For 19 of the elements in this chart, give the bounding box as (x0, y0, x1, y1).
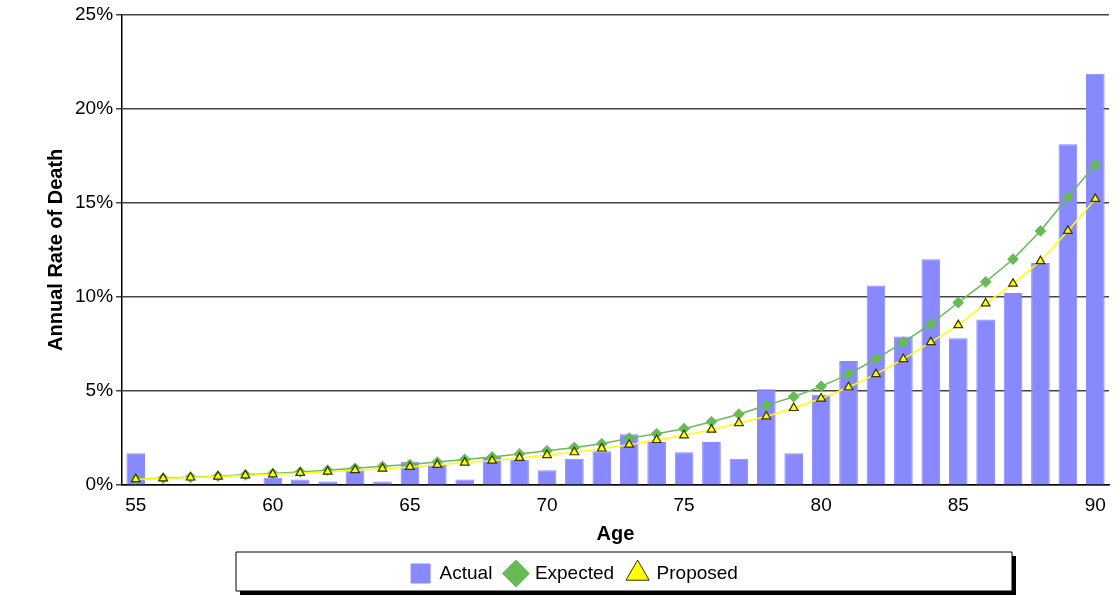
legend-label: Proposed (656, 561, 738, 583)
x-tick-label: 85 (947, 493, 969, 515)
x-tick-label: 65 (399, 493, 421, 515)
x-tick-label: 55 (125, 493, 147, 515)
y-tick-label: 15% (75, 190, 114, 212)
x-tick-label: 90 (1084, 493, 1106, 515)
x-tick-label: 75 (673, 493, 695, 515)
x-tick-label: 60 (262, 493, 284, 515)
y-tick-label: 10% (75, 285, 114, 307)
x-tick-label: 80 (810, 493, 832, 515)
y-tick-label: 0% (85, 473, 114, 495)
legend-label: Actual (439, 561, 493, 583)
y-tick-label: 5% (85, 379, 114, 401)
x-tick-label: 70 (536, 493, 558, 515)
y-axis-title: Annual Rate of Death (43, 148, 66, 351)
y-tick-label: 25% (75, 2, 114, 24)
x-axis-title: Age (596, 521, 635, 544)
y-tick-label: 20% (75, 96, 114, 118)
legend-label: Expected (534, 561, 615, 583)
